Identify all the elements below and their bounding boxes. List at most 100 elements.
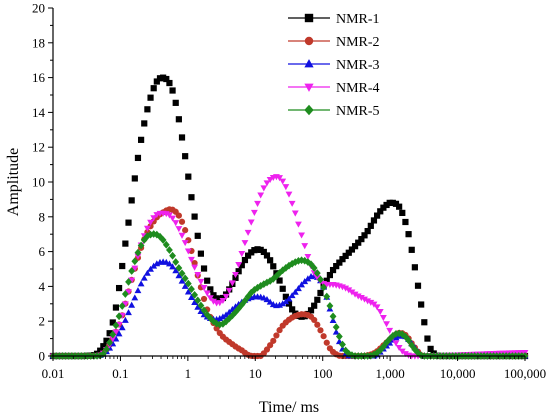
data-point [150,262,158,269]
data-point [166,246,173,254]
data-point [250,209,258,216]
data-point [376,309,384,316]
data-point [408,246,415,253]
data-point [266,177,274,184]
data-point [118,302,126,310]
data-point [263,346,271,353]
data-point [285,295,293,302]
data-point [125,219,132,226]
data-point [282,184,290,191]
data-point [367,299,375,306]
data-point [182,227,189,234]
data-point [141,120,148,127]
data-point [191,298,199,305]
data-point [147,94,154,101]
legend: NMR-1 NMR-2 NMR-3 NMR-4 NMR-5 [288,12,380,119]
data-point [100,343,107,350]
data-point [128,197,135,204]
data-point [188,194,195,201]
x-tick-label: 10,000 [440,366,476,381]
data-point [163,75,170,83]
data-point [320,333,327,340]
data-point [279,178,287,185]
data-point [421,319,428,326]
data-point [121,290,129,298]
data-point [178,277,186,284]
data-point [354,293,362,300]
data-point [282,263,290,272]
data-point [109,336,117,343]
data-point [162,240,170,249]
data-point [143,225,151,232]
x-tick-label: 0.01 [42,366,65,381]
x-tick-label: 100,000 [504,366,546,381]
data-point [112,329,120,336]
data-point [251,247,258,254]
legend-marker [304,83,314,92]
data-point [285,191,293,198]
data-point [144,106,151,113]
data-point [219,313,227,320]
data-point [266,298,274,305]
data-point [216,296,223,303]
data-point [106,330,113,337]
data-point [323,292,331,301]
x-tick-label: 1,000 [376,366,405,381]
data-point [184,279,192,288]
y-tick-label: 20 [32,1,45,16]
data-point [377,208,384,215]
data-point [109,319,116,326]
data-point [402,351,409,358]
data-point [115,284,123,292]
data-point [285,300,293,307]
data-point [200,285,208,292]
data-point [339,256,346,263]
legend-entry: NMR-1 [288,12,380,27]
data-point [219,297,227,305]
data-point [238,250,246,258]
data-point [289,306,296,313]
y-tick-label: 16 [32,70,46,85]
data-point [260,248,267,256]
data-point [267,342,274,349]
data-point [175,264,183,272]
data-point [169,87,176,94]
data-point [427,345,434,352]
data-point [131,294,139,301]
data-point [118,324,126,331]
data-point [257,282,265,290]
data-point [399,209,406,217]
data-point [248,249,255,256]
data-point [291,258,299,266]
data-point [197,278,205,285]
x-tick-label: 1 [185,366,192,381]
data-point [386,199,393,206]
data-point [131,265,139,272]
data-point [112,304,120,311]
data-point [184,248,192,255]
data-point [361,232,368,239]
data-point [361,296,368,303]
data-point [313,275,321,282]
data-point [122,240,129,247]
data-point [370,217,378,224]
data-point [207,286,214,293]
data-point [103,337,110,344]
data-point [188,293,195,300]
data-point [115,330,123,337]
x-tick-label: 100 [313,366,333,381]
data-point [244,252,252,259]
data-point [323,339,330,346]
data-point [418,301,425,308]
data-point [364,227,371,235]
data-point [301,256,309,265]
data-point [228,280,236,287]
data-point [185,173,192,180]
y-tick-label: 2 [39,314,46,329]
data-point [238,262,245,269]
data-point [424,335,431,342]
data-point [291,210,299,217]
data-point [357,295,365,302]
data-point [210,298,217,305]
data-point [194,296,202,305]
